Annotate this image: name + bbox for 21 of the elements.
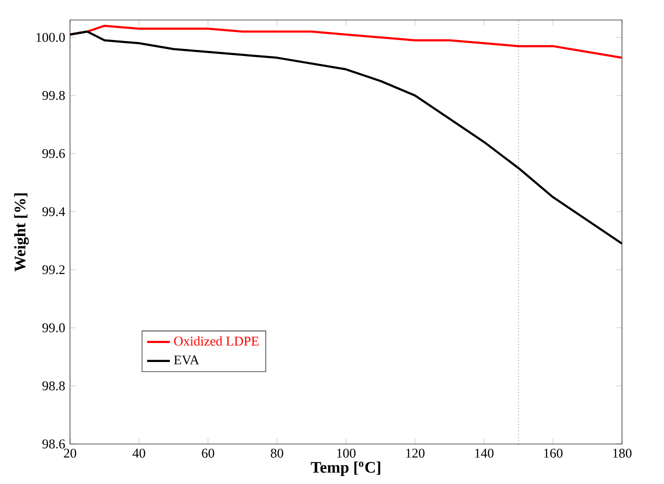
x-axis-title: Temp [$^{o}$C] [310,462,380,476]
y-axis-title: Weight [%] [14,193,29,272]
x-tick-label: 100 [337,448,356,458]
y-tick-label: 98.8 [42,381,65,390]
y-tick-label: 99.4 [42,207,66,216]
legend-label: EVA [174,356,200,365]
x-tick-label: 120 [406,448,424,458]
y-tick-label: 100.0 [36,32,65,42]
y-tick-label: 99.0 [42,323,65,332]
x-tick-label: 20 [64,448,76,458]
x-tick-label: 80 [270,448,284,458]
y-tick-label: 99.2 [42,265,65,274]
y-tick-label: 99.6 [42,149,65,158]
x-tick-label: 140 [475,448,494,458]
legend-label: Oxidized LDPE [174,336,258,346]
y-tick-label: 98.6 [42,439,65,449]
x-tick-label: 40 [132,448,146,458]
x-tick-label: 180 [613,448,632,458]
x-tick-label: 60 [202,448,214,458]
y-tick-label: 99.8 [42,90,65,100]
x-tick-label: 160 [544,448,562,458]
